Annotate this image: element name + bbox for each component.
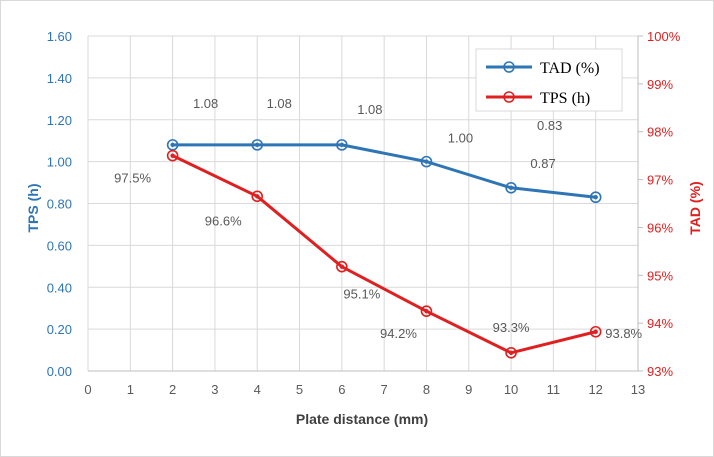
left-tick-label: 0.00 [47,364,72,379]
x-axis-title: Plate distance (mm) [296,411,428,427]
x-tick-label: 8 [423,382,430,397]
right-axis-title: TAD (%) [687,181,703,234]
left-tick-label: 1.00 [47,155,72,170]
x-tick-label: 2 [169,382,176,397]
left-tick-label: 0.20 [47,322,72,337]
right-tick-label: 97% [647,173,673,188]
data-point-core [255,194,260,199]
data-point-tps [251,190,264,203]
data-label-tad: 1.00 [448,131,473,146]
data-point-tad [589,191,602,204]
left-tick-label: 1.20 [47,113,72,128]
data-point-tad [251,139,264,151]
data-point-core [339,142,345,148]
data-label-tad: 1.08 [357,102,382,117]
data-point-tps [336,260,348,273]
x-tick-label: 10 [504,382,518,397]
left-tick-label: 1.60 [47,29,72,44]
left-tick-label: 1.40 [47,71,72,86]
x-tick-label: 5 [296,382,303,397]
data-label-tad: 1.08 [267,96,292,111]
data-point-core [508,350,514,356]
data-point-core [424,308,429,314]
legend: TAD (%) TPS (h) [475,48,623,112]
left-tick-label: 0.80 [47,197,72,212]
legend-label-tad: TAD (%) [540,60,600,77]
series-group [166,139,602,359]
x-tick-label: 4 [254,382,261,397]
legend-label-tps: TPS (h) [540,90,590,107]
left-tick-label: 0.40 [47,280,72,295]
data-label-tad: 0.83 [537,118,562,133]
data-point-tps [589,325,602,338]
data-point-core [170,142,175,148]
right-tick-label: 100% [647,29,681,44]
right-tick-label: 94% [647,316,673,331]
left-tick-label: 0.60 [47,238,72,253]
x-tick-label: 13 [631,382,645,397]
right-tick-label: 99% [647,77,673,92]
data-label-tps: 95.1% [343,287,380,302]
x-tick-label: 12 [588,382,602,397]
right-tick-label: 96% [647,220,673,235]
x-tick-label: 1 [127,382,134,397]
data-point-core [170,153,175,158]
data-label-tps: 93.3% [493,320,530,335]
left-axis-title: TPS (h) [25,184,41,233]
data-label-tps: 97.5% [114,171,151,186]
data-label-tps: 93.8% [605,326,642,341]
data-point-core [339,264,345,269]
legend-box [475,48,623,112]
right-tick-label: 93% [647,364,673,379]
x-tick-label: 9 [465,382,472,397]
data-point-tps [505,347,517,359]
series-line-tps [171,154,597,355]
right-tick-label: 95% [647,268,673,283]
data-label-tps: 94.2% [380,326,417,341]
data-label-tad: 1.08 [193,96,218,111]
legend-marker-tps [503,91,515,103]
data-label-tad: 0.87 [530,156,555,171]
tick-labels: 0 1 2 3 4 5 6 7 8 9 10 11 12 130.000.200.400.600.801.… [47,29,681,397]
right-tick-label: 98% [647,125,673,140]
axes [88,35,643,372]
data-point-tps [166,149,179,162]
data-label-tps: 96.6% [205,213,242,228]
x-tick-label: 6 [338,382,345,397]
legend-marker-tad [503,61,515,73]
x-tick-label: 11 [547,382,561,397]
data-point-tad [420,155,433,168]
x-tick-label: 3 [211,382,218,397]
data-point-core [593,329,598,334]
x-tick-label: 0 [84,382,91,397]
data-point-core [508,185,514,190]
data-point-core [255,142,260,148]
data-point-tad [505,181,517,194]
series-line-tad [172,143,596,199]
data-point-tad [336,139,348,151]
data-point-core [424,159,429,164]
x-tick-label: 7 [381,382,388,397]
data-point-tps [420,305,433,317]
data-point-core [593,195,598,200]
data-labels: 1.08 1.08 1.08 1.00 0.87 0.83 97.5% 96.6% 95.1% 9… [114,96,642,341]
